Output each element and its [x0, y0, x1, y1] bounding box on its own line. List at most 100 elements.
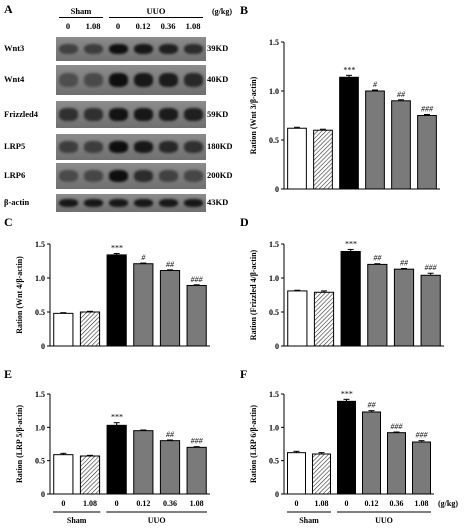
blot-molecular-weight: 59KD — [207, 108, 229, 119]
bar — [186, 446, 207, 495]
x-tick-label: 0.12 — [365, 499, 379, 508]
bar — [420, 274, 441, 347]
x-tick-label: 0.36 — [390, 499, 404, 508]
x-group-label: UUO — [375, 516, 393, 525]
significance-mark: ## — [368, 401, 377, 410]
chart-lrp5: E Ration (LRP 5/β-actin) 0 0.5 1.0 1.5 0 1.08 **… — [4, 367, 210, 525]
blot-molecular-weight: 180KD — [207, 141, 233, 151]
blot-unit-label: (g/kg) — [212, 7, 232, 16]
significance-mark: *** — [111, 244, 123, 253]
blot-band — [59, 170, 78, 182]
x-tick-label: 0 — [345, 499, 349, 508]
y-axis-label: Ration (Wnt 3/β-actin) — [249, 76, 258, 154]
blot-molecular-weight: 39KD — [207, 43, 229, 53]
blot-protein-name: LRP5 — [4, 141, 26, 151]
bar — [287, 127, 307, 190]
x-unit-label: (g/kg) — [438, 499, 458, 508]
significance-mark: # — [373, 80, 378, 89]
bar — [387, 432, 406, 495]
bar — [133, 263, 154, 347]
y-tick-label: 1.5 — [35, 390, 45, 399]
bar — [287, 452, 306, 495]
panel-letter: E — [4, 367, 12, 381]
bar — [412, 441, 431, 495]
blot-band — [184, 141, 203, 153]
blot-band — [184, 198, 203, 208]
blot-lane-dose: 0 — [65, 21, 71, 31]
bar — [362, 411, 381, 495]
chart-lrp6: F Ration (LRP 6/β-actin) 0 0.5 1.0 1.5 0 1.08 **… — [240, 367, 458, 525]
blot-strip — [56, 101, 206, 128]
x-tick-label: 0.36 — [163, 499, 177, 508]
blot-band — [109, 73, 128, 87]
panel-letter: C — [4, 215, 13, 229]
blot-band — [59, 141, 78, 153]
blot-band — [184, 73, 203, 87]
y-axis-label: Ration (Frizzled 4/β-actin) — [249, 249, 258, 340]
blot-band — [184, 108, 203, 121]
y-tick-label: 0.5 — [35, 308, 45, 317]
bar — [186, 284, 207, 347]
blot-protein-name: β-actin — [4, 197, 30, 207]
blot-band — [159, 43, 178, 55]
significance-mark: ### — [421, 105, 434, 114]
blot-band — [159, 170, 178, 182]
bar — [367, 263, 388, 347]
significance-mark: ## — [166, 430, 175, 439]
panel-letter: D — [240, 215, 249, 229]
x-group-label: Sham — [67, 516, 87, 525]
blot-lane-dose: 1.08 — [85, 21, 101, 31]
blot-band — [184, 43, 203, 55]
y-tick-label: 1.0 — [35, 274, 45, 283]
blot-band — [109, 141, 128, 153]
blot-band — [84, 43, 103, 55]
blot-band — [84, 170, 103, 182]
bar — [79, 311, 101, 347]
significance-mark: ### — [191, 437, 204, 446]
blot-band — [159, 73, 178, 87]
panel-letter-a: A — [4, 2, 13, 16]
significance-mark: *** — [341, 389, 353, 398]
x-tick-label: 1.08 — [83, 499, 97, 508]
significance-mark: # — [141, 253, 146, 262]
bar — [313, 291, 335, 347]
y-axis-label: Ration (LRP 5/β-actin) — [15, 405, 24, 483]
x-tick-label: 0 — [61, 499, 65, 508]
blot-group-underline — [59, 17, 103, 18]
bar — [159, 440, 181, 495]
significance-mark: ## — [166, 260, 175, 269]
blot-lane-dose: 0.12 — [135, 21, 151, 31]
blot-band — [134, 170, 153, 182]
blot-strip — [56, 163, 206, 189]
y-axis-label: Ration (LRP 6/β-actin) — [249, 405, 258, 483]
panel-letter: B — [240, 3, 248, 17]
chart-frizzled4: D Ration (Frizzled 4/β-actin) 0 0.5 1.0 1.5 **… — [240, 215, 444, 351]
blot-strip — [56, 134, 206, 160]
blot-band — [134, 43, 153, 55]
blot-band — [84, 198, 103, 208]
x-tick-label: 1.08 — [190, 499, 204, 508]
significance-mark: ## — [373, 254, 382, 263]
bar — [340, 250, 361, 347]
x-tick-label: 0.12 — [136, 499, 150, 508]
blot-lane-dose: 1.08 — [185, 21, 201, 31]
y-tick-label: 0 — [275, 342, 279, 351]
bar — [337, 400, 356, 495]
blot-strip — [56, 194, 206, 212]
blot-protein-name: Wnt4 — [4, 74, 25, 84]
y-tick-label: 0.5 — [269, 308, 279, 317]
blot-band — [59, 108, 78, 121]
y-tick-label: 1.0 — [269, 423, 279, 432]
bar — [53, 454, 74, 495]
blot-band — [84, 108, 103, 121]
blot-band — [59, 198, 78, 208]
y-tick-label: 1.0 — [35, 423, 45, 432]
bar — [393, 268, 415, 347]
bar — [53, 312, 74, 347]
blot-band — [84, 73, 103, 87]
x-tick-label: 0 — [115, 499, 119, 508]
bar — [159, 270, 181, 347]
blot-strip — [56, 65, 206, 95]
bar — [133, 430, 154, 495]
significance-mark: ### — [416, 431, 429, 440]
